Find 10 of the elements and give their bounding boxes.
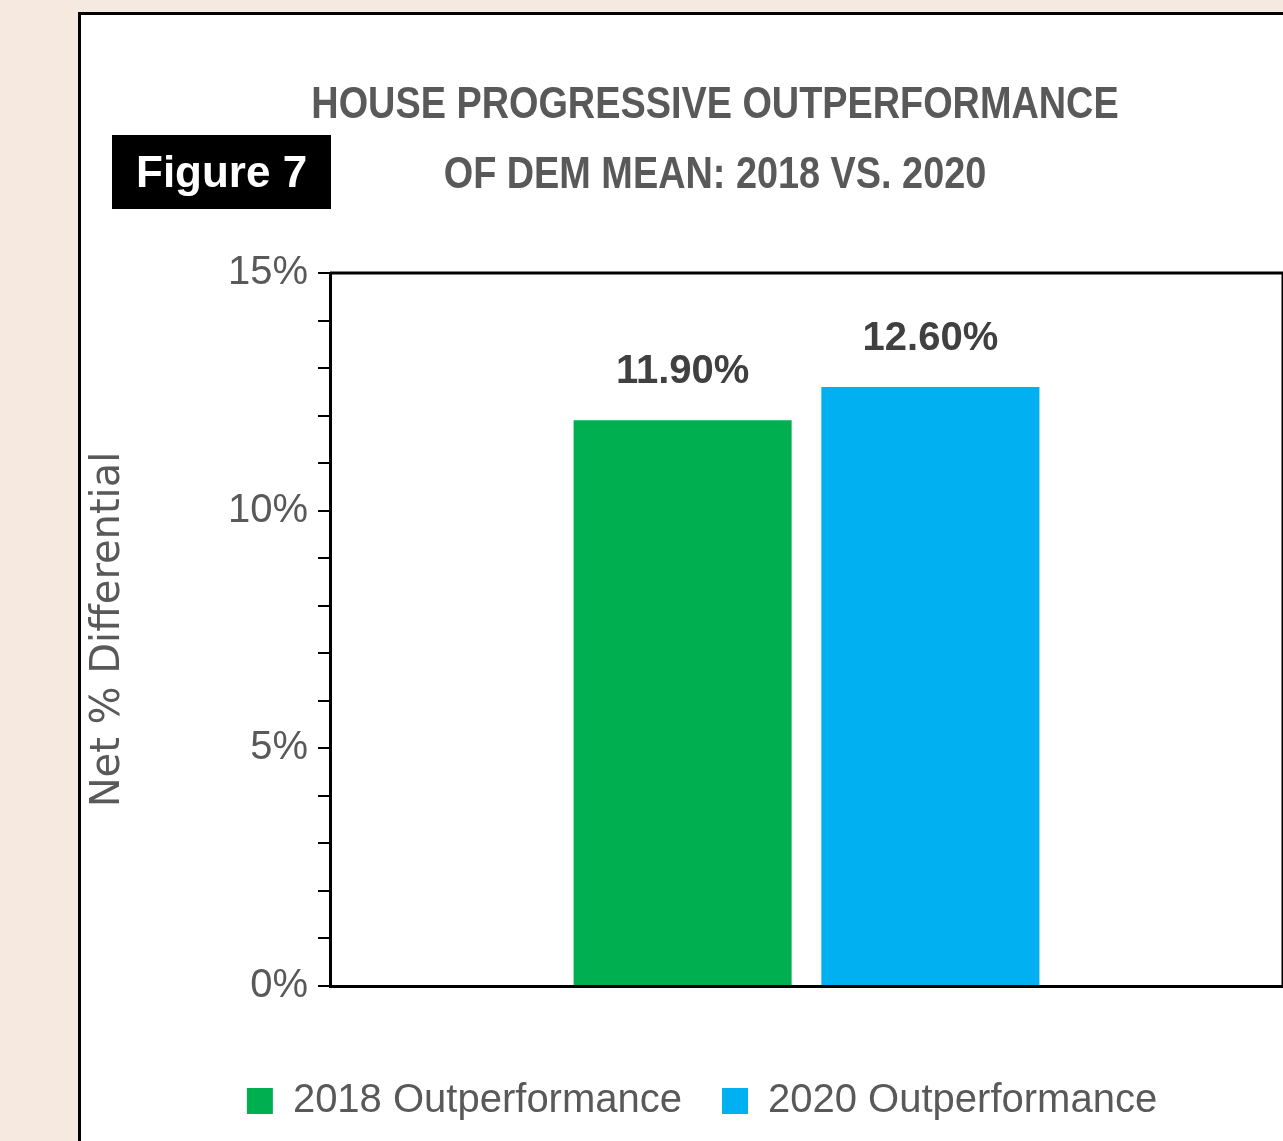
y-axis-title: Net % Differential (82, 451, 129, 808)
y-tick-label: 0% (250, 961, 308, 1006)
data-label: 12.60% (862, 314, 999, 359)
legend-label: 2020 Outperformance (768, 1076, 1158, 1121)
data-label: 11.90% (615, 347, 750, 392)
legend-label: 2018 Outperformance (292, 1076, 682, 1121)
y-tick-label: 10% (227, 485, 308, 530)
y-tick-label: 15% (227, 248, 308, 293)
caption: Figure 7 (112, 135, 332, 209)
y-tick-label: 5% (250, 723, 308, 768)
